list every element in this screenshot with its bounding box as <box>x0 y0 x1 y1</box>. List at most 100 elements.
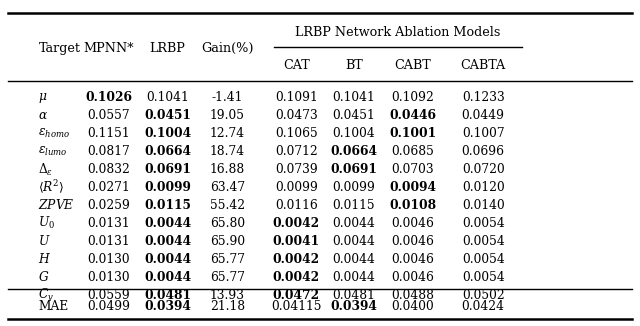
Text: 0.0473: 0.0473 <box>275 109 317 122</box>
Text: 19.05: 19.05 <box>210 109 244 122</box>
Text: 63.47: 63.47 <box>210 181 244 194</box>
Text: 0.0451: 0.0451 <box>333 109 375 122</box>
Text: 0.0044: 0.0044 <box>144 235 191 248</box>
Text: 12.74: 12.74 <box>210 127 244 140</box>
Text: 0.0424: 0.0424 <box>461 300 505 313</box>
Text: $\epsilon_{homo}$: $\epsilon_{homo}$ <box>38 127 70 140</box>
Text: 0.0691: 0.0691 <box>144 163 191 176</box>
Text: 0.0400: 0.0400 <box>392 300 434 313</box>
Text: 0.0046: 0.0046 <box>392 235 434 248</box>
Text: 0.0481: 0.0481 <box>333 289 375 302</box>
Text: $\Delta_{\epsilon}$: $\Delta_{\epsilon}$ <box>38 161 54 178</box>
Text: 0.0499: 0.0499 <box>87 300 131 313</box>
Text: 0.0696: 0.0696 <box>461 145 505 158</box>
Text: 0.1151: 0.1151 <box>88 127 130 140</box>
Text: 0.0472: 0.0472 <box>273 289 320 302</box>
Text: $G$: $G$ <box>38 270 50 284</box>
Text: 0.0449: 0.0449 <box>461 109 505 122</box>
Text: 0.0044: 0.0044 <box>333 253 375 266</box>
Text: 0.0685: 0.0685 <box>392 145 434 158</box>
Text: 0.0557: 0.0557 <box>88 109 130 122</box>
Text: 0.0041: 0.0041 <box>273 235 320 248</box>
Text: 0.0108: 0.0108 <box>389 199 436 212</box>
Text: MAE: MAE <box>38 300 68 313</box>
Text: 0.0140: 0.0140 <box>462 199 504 212</box>
Text: 0.0046: 0.0046 <box>392 217 434 230</box>
Text: 65.80: 65.80 <box>210 217 244 230</box>
Text: 65.90: 65.90 <box>210 235 244 248</box>
Text: 0.0259: 0.0259 <box>88 199 130 212</box>
Text: 0.0054: 0.0054 <box>462 253 504 266</box>
Text: 0.0130: 0.0130 <box>88 253 130 266</box>
Text: 0.0817: 0.0817 <box>88 145 130 158</box>
Text: 0.0044: 0.0044 <box>144 271 191 284</box>
Text: 65.77: 65.77 <box>210 253 244 266</box>
Text: 0.1041: 0.1041 <box>147 91 189 104</box>
Text: CABT: CABT <box>394 59 431 72</box>
Text: $C_v$: $C_v$ <box>38 287 54 303</box>
Text: 0.0703: 0.0703 <box>392 163 434 176</box>
Text: 21.18: 21.18 <box>210 300 244 313</box>
Text: 0.0046: 0.0046 <box>392 253 434 266</box>
Text: LRBP Network Ablation Models: LRBP Network Ablation Models <box>295 26 500 39</box>
Text: 0.0559: 0.0559 <box>88 289 130 302</box>
Text: 13.93: 13.93 <box>210 289 244 302</box>
Text: 0.1007: 0.1007 <box>462 127 504 140</box>
Text: 0.0044: 0.0044 <box>144 217 191 230</box>
Text: 0.1041: 0.1041 <box>333 91 375 104</box>
Text: 0.0099: 0.0099 <box>144 181 191 194</box>
Text: 0.1001: 0.1001 <box>389 127 436 140</box>
Text: $ZPVE$: $ZPVE$ <box>38 199 75 212</box>
Text: Gain(%): Gain(%) <box>201 42 253 55</box>
Text: $H$: $H$ <box>38 252 51 266</box>
Text: 0.0488: 0.0488 <box>391 289 435 302</box>
Text: CAT: CAT <box>283 59 310 72</box>
Text: BT: BT <box>345 59 363 72</box>
Text: 18.74: 18.74 <box>210 145 244 158</box>
Text: 0.0054: 0.0054 <box>462 235 504 248</box>
Text: 0.1004: 0.1004 <box>333 127 375 140</box>
Text: 0.0115: 0.0115 <box>333 199 375 212</box>
Text: $\langle R^2 \rangle$: $\langle R^2 \rangle$ <box>38 179 65 196</box>
Text: 0.1004: 0.1004 <box>144 127 191 140</box>
Text: 0.0446: 0.0446 <box>389 109 436 122</box>
Text: $\mu$: $\mu$ <box>38 91 48 105</box>
Text: $\epsilon_{lumo}$: $\epsilon_{lumo}$ <box>38 145 68 158</box>
Text: 0.04115: 0.04115 <box>271 300 321 313</box>
Text: $\alpha$: $\alpha$ <box>38 109 49 122</box>
Text: 0.0044: 0.0044 <box>333 235 375 248</box>
Text: 0.0116: 0.0116 <box>275 199 317 212</box>
Text: 16.88: 16.88 <box>209 163 245 176</box>
Text: 0.0481: 0.0481 <box>144 289 191 302</box>
Text: 0.0832: 0.0832 <box>88 163 130 176</box>
Text: 0.0664: 0.0664 <box>144 145 191 158</box>
Text: 0.0451: 0.0451 <box>144 109 191 122</box>
Text: 0.0271: 0.0271 <box>88 181 130 194</box>
Text: 0.0720: 0.0720 <box>462 163 504 176</box>
Text: 0.0042: 0.0042 <box>273 271 320 284</box>
Text: 0.0691: 0.0691 <box>330 163 378 176</box>
Text: 0.0130: 0.0130 <box>88 271 130 284</box>
Text: MPNN*: MPNN* <box>84 42 134 55</box>
Text: 0.0054: 0.0054 <box>462 271 504 284</box>
Text: 0.0712: 0.0712 <box>275 145 317 158</box>
Text: 0.0131: 0.0131 <box>88 217 130 230</box>
Text: 0.0054: 0.0054 <box>462 217 504 230</box>
Text: $U$: $U$ <box>38 234 51 248</box>
Text: 0.1092: 0.1092 <box>392 91 434 104</box>
Text: 0.0394: 0.0394 <box>330 300 378 313</box>
Text: 0.0046: 0.0046 <box>392 271 434 284</box>
Text: 0.0115: 0.0115 <box>144 199 191 212</box>
Text: 55.42: 55.42 <box>210 199 244 212</box>
Text: Target: Target <box>38 42 81 55</box>
Text: 0.1026: 0.1026 <box>85 91 132 104</box>
Text: 0.0739: 0.0739 <box>275 163 317 176</box>
Text: 0.0094: 0.0094 <box>389 181 436 194</box>
Text: $U_0$: $U_0$ <box>38 215 56 231</box>
Text: 0.1065: 0.1065 <box>275 127 317 140</box>
Text: 0.0664: 0.0664 <box>330 145 378 158</box>
Text: 0.0394: 0.0394 <box>144 300 191 313</box>
Text: 0.0044: 0.0044 <box>144 253 191 266</box>
Text: 0.0042: 0.0042 <box>273 253 320 266</box>
Text: 65.77: 65.77 <box>210 271 244 284</box>
